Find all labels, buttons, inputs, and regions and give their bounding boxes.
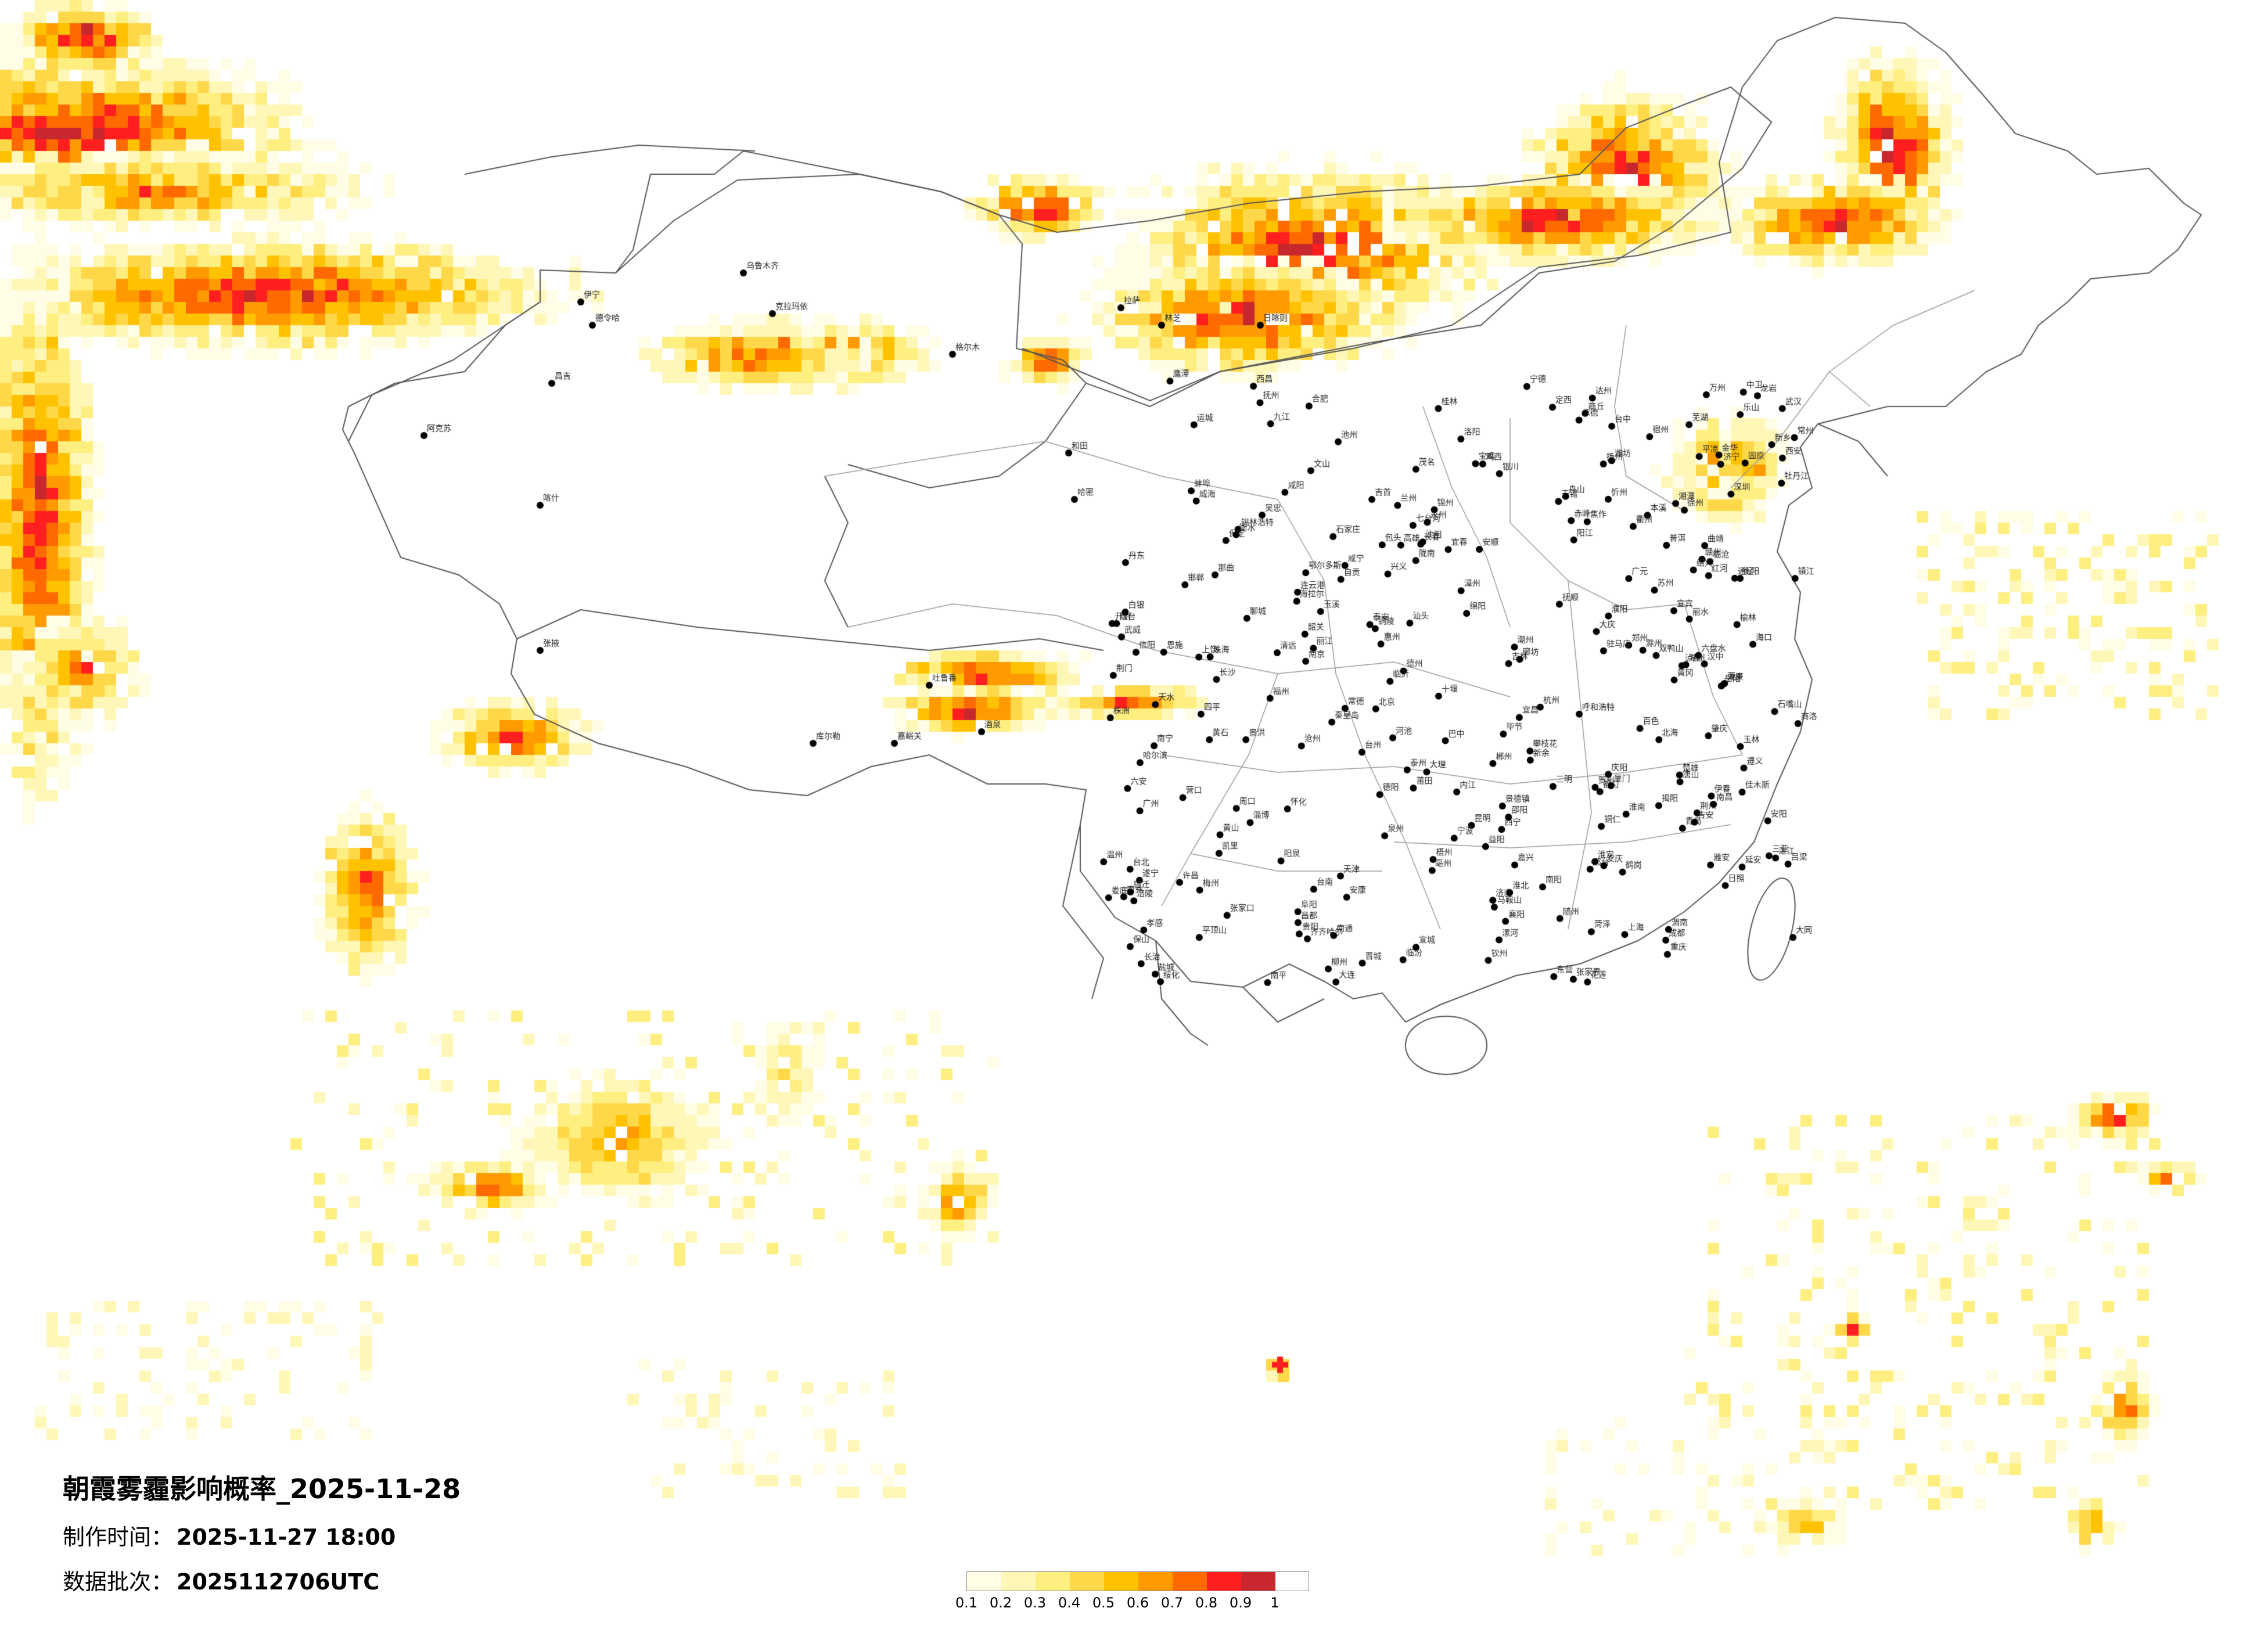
color-legend: 0.1 0.2 0.3 0.4 0.5 0.6 0.7 0.8 0.9 1 [955, 1571, 1309, 1611]
legend-swatch-9 [1241, 1572, 1275, 1591]
made-time-line: 制作时间： 2025-11-27 18:00 [63, 1519, 461, 1551]
map-title: 朝霞雾霾影响概率_2025-11-28 [63, 1473, 461, 1505]
batch-label: 数据批次： [63, 1569, 174, 1595]
legend-swatch-8 [1207, 1572, 1241, 1591]
legend-tick-label: 1 [1270, 1595, 1279, 1611]
legend-swatch-7 [1173, 1572, 1207, 1591]
legend-tick-label: 0.6 [1126, 1595, 1149, 1611]
legend-swatch-4 [1070, 1572, 1104, 1591]
legend-tick-label: 0.8 [1195, 1595, 1218, 1611]
legend-swatch-6 [1138, 1572, 1173, 1591]
legend-tick-label: 0.3 [1023, 1595, 1047, 1611]
made-time-value: 2025-11-27 18:00 [177, 1524, 396, 1550]
legend-tick-label: 0.4 [1058, 1595, 1081, 1611]
legend-swatch-2 [1001, 1572, 1036, 1591]
legend-tick-label: 0.9 [1229, 1595, 1252, 1611]
legend-swatch-3 [1036, 1572, 1070, 1591]
batch-value: 2025112706UTC [177, 1569, 380, 1595]
legend-tick-labels: 0.1 0.2 0.3 0.4 0.5 0.6 0.7 0.8 0.9 1 [955, 1591, 1309, 1611]
legend-tick-label: 0.5 [1092, 1595, 1115, 1611]
legend-tick-label: 0.7 [1160, 1595, 1184, 1611]
legend-swatch-5 [1104, 1572, 1138, 1591]
legend-tick-label: 0.1 [955, 1595, 978, 1611]
legend-tick-label: 0.2 [989, 1595, 1012, 1611]
legend-colorbar [966, 1571, 1309, 1591]
made-time-label: 制作时间： [63, 1524, 174, 1550]
batch-line: 数据批次： 2025112706UTC [63, 1564, 461, 1596]
title-block: 朝霞雾霾影响概率_2025-11-28 制作时间： 2025-11-27 18:0… [63, 1468, 461, 1596]
legend-swatch-1 [967, 1572, 1001, 1591]
